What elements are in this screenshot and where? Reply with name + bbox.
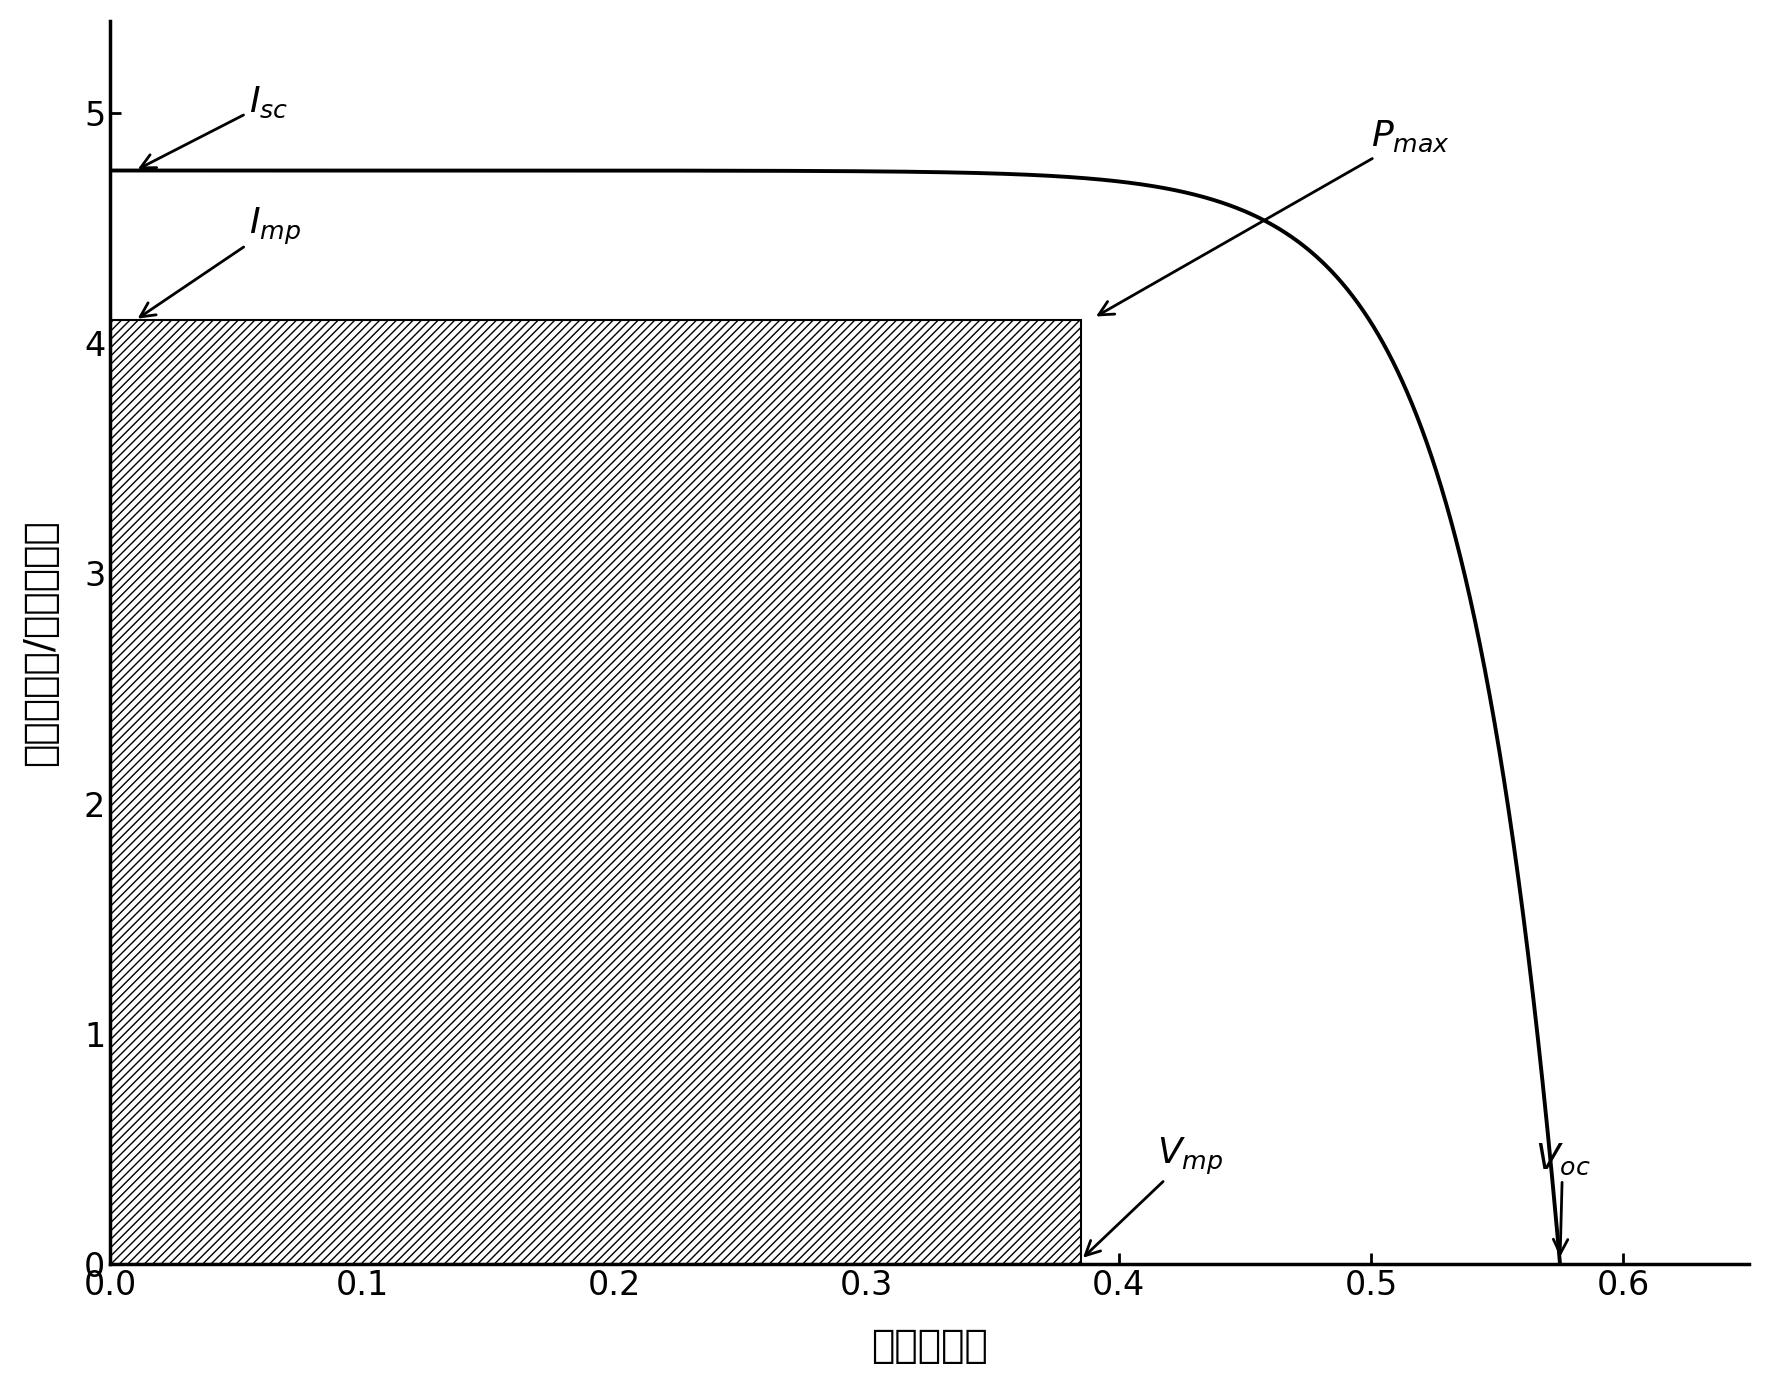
Bar [110,320,1081,1264]
Text: $I_{sc}$: $I_{sc}$ [140,85,289,168]
Y-axis label: 电流（毫安/平方厘米）: 电流（毫安/平方厘米） [21,520,58,766]
Text: $I_{mp}$: $I_{mp}$ [140,205,301,317]
Text: $P_{max}$: $P_{max}$ [1099,119,1450,315]
Text: $V_{mp}$: $V_{mp}$ [1085,1135,1223,1256]
X-axis label: 电压（伏）: 电压（伏） [871,1328,988,1365]
Text: $V_{oc}$: $V_{oc}$ [1535,1142,1591,1254]
